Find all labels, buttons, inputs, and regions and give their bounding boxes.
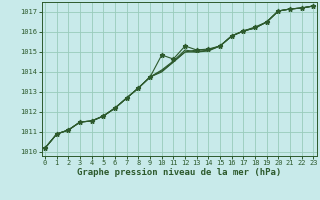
X-axis label: Graphe pression niveau de la mer (hPa): Graphe pression niveau de la mer (hPa) xyxy=(77,168,281,177)
